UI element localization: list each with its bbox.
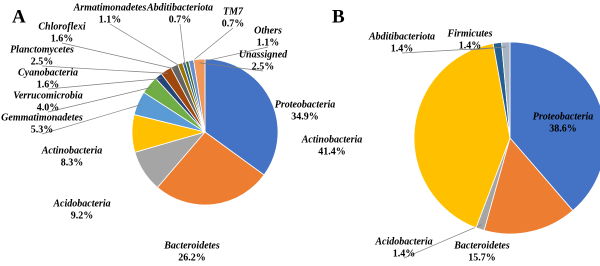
slice-name: Proteobacteria bbox=[275, 99, 336, 110]
slice-name: Bacteroidetes bbox=[163, 240, 220, 251]
slice-value: 41.4% bbox=[318, 146, 346, 157]
slice-name: TM7 bbox=[223, 6, 244, 17]
slice-name: Unassigned bbox=[239, 49, 288, 60]
slice-name: Proteobacteria bbox=[533, 111, 594, 122]
slice-value: 26.2% bbox=[178, 252, 206, 263]
slice-name: Abditibacteriota bbox=[368, 31, 435, 42]
leader-line bbox=[469, 46, 507, 51]
slice-name: Actinobacteria bbox=[301, 134, 363, 145]
slice-value: 38.6% bbox=[549, 123, 577, 134]
slice-name: Firmicutes bbox=[446, 28, 492, 39]
slice-value: 0.7% bbox=[169, 14, 192, 25]
slice-name: Verrucomicrobia bbox=[13, 90, 82, 101]
pie-slice bbox=[204, 58, 279, 176]
slice-name: Acidobacteria bbox=[52, 198, 110, 209]
pie-slice bbox=[483, 137, 574, 235]
leader-line bbox=[401, 47, 499, 54]
leader-line bbox=[199, 62, 264, 72]
leader-line bbox=[41, 65, 168, 74]
slice-name: Planctomycetes bbox=[10, 44, 74, 55]
slice-value: 8.3% bbox=[61, 157, 84, 168]
slice-name: Acidobacteria bbox=[374, 236, 432, 247]
slice-name: Gemmatimonadetes bbox=[1, 112, 83, 123]
leader-line bbox=[41, 104, 142, 135]
panel-label: A bbox=[12, 6, 26, 27]
slice-name: Armatimonadetes bbox=[73, 2, 147, 13]
slice-value: 4.0% bbox=[37, 102, 60, 113]
slice-name: Bacteroidetes bbox=[453, 240, 510, 251]
slice-value: 1.6% bbox=[37, 79, 60, 90]
pie-slice bbox=[156, 131, 265, 206]
slice-value: 5.3% bbox=[31, 124, 54, 135]
slice-value: 1.1% bbox=[99, 14, 122, 25]
slice-name: Actinobacteria bbox=[41, 145, 103, 156]
leader-line bbox=[61, 42, 176, 70]
slice-value: 0.7% bbox=[222, 18, 245, 29]
slice-value: 15.7% bbox=[468, 252, 496, 263]
leader-line bbox=[179, 23, 186, 66]
slice-value: 1.4% bbox=[459, 40, 482, 51]
slice-value: 34.9% bbox=[291, 111, 319, 122]
leader-line bbox=[47, 86, 153, 113]
leader-line bbox=[109, 23, 182, 68]
pie-slice bbox=[413, 43, 511, 229]
slice-value: 9.2% bbox=[71, 210, 94, 221]
slice-value: 1.1% bbox=[257, 37, 280, 48]
slice-value: 2.5% bbox=[31, 56, 54, 67]
pie-slice bbox=[193, 58, 206, 133]
leader-line bbox=[403, 224, 482, 259]
slice-value: 1.4% bbox=[393, 248, 416, 259]
slice-name: Abditibacteriota bbox=[146, 2, 213, 13]
slice-name: Cyanobacteria bbox=[18, 67, 78, 78]
panel-label: B bbox=[332, 6, 345, 27]
slice-name: Others bbox=[254, 25, 282, 36]
pie-slice bbox=[501, 41, 511, 139]
slice-value: 1.6% bbox=[51, 33, 74, 44]
leader-line bbox=[187, 27, 234, 66]
slice-value: 2.5% bbox=[252, 61, 275, 72]
slice-value: 1.4% bbox=[391, 43, 414, 54]
slice-name: Chloroflexi bbox=[38, 21, 85, 32]
leader-line bbox=[47, 78, 161, 90]
